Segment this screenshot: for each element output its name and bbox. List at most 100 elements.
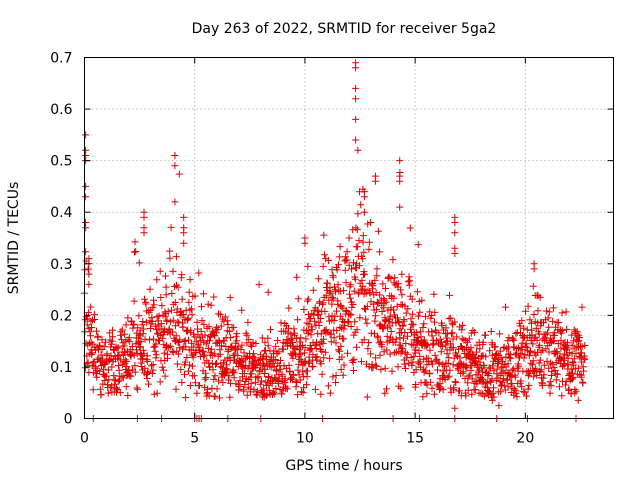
data-point [171, 299, 179, 306]
data-point [552, 376, 560, 384]
data-point [519, 388, 527, 396]
data-point [90, 311, 98, 319]
data-point [318, 370, 326, 378]
data-point [299, 368, 307, 376]
data-point [240, 370, 248, 377]
y-tick-label: 0.1 [50, 360, 72, 376]
data-point [296, 376, 304, 384]
data-point [363, 319, 371, 327]
data-point [92, 370, 100, 378]
data-point [189, 353, 197, 361]
data-point [142, 300, 150, 308]
data-point [364, 220, 372, 228]
data-point [530, 265, 538, 273]
data-point [438, 343, 446, 350]
data-point [318, 300, 326, 308]
data-point [359, 232, 367, 240]
data-point [353, 226, 361, 234]
data-point [261, 338, 269, 346]
data-point [522, 340, 530, 348]
data-point [352, 64, 360, 72]
data-point [533, 336, 541, 344]
data-point [175, 350, 183, 358]
data-point [139, 355, 147, 363]
data-point [400, 334, 407, 342]
data-point [421, 336, 429, 344]
data-point [558, 309, 566, 317]
data-point [277, 319, 285, 327]
data-point [305, 327, 313, 335]
data-point [144, 368, 152, 376]
data-point [292, 335, 300, 343]
data-point [371, 276, 379, 284]
data-point [546, 378, 554, 386]
data-point [150, 390, 158, 398]
data-point [544, 314, 552, 322]
data-point [125, 367, 133, 375]
data-point [341, 266, 349, 274]
data-point [119, 374, 127, 382]
data-point [528, 319, 535, 327]
data-point [205, 392, 213, 400]
data-point [503, 345, 511, 353]
data-point [123, 363, 131, 370]
data-point [179, 311, 187, 319]
data-point [464, 386, 472, 394]
data-point [345, 261, 353, 269]
data-point [304, 295, 312, 303]
data-point [392, 335, 400, 343]
data-point [121, 330, 129, 338]
data-point [540, 371, 548, 379]
data-point [155, 312, 163, 320]
data-point [518, 317, 526, 325]
data-point [380, 296, 388, 304]
data-point [345, 318, 353, 326]
data-point [546, 389, 554, 397]
data-point [438, 321, 446, 329]
data-point [327, 290, 335, 298]
data-point [332, 379, 340, 386]
data-point [127, 350, 135, 358]
data-point [166, 247, 174, 255]
data-point [195, 269, 203, 277]
data-point [216, 394, 223, 402]
data-point [443, 350, 451, 358]
data-point [355, 237, 363, 245]
data-point [233, 337, 241, 345]
data-point [291, 331, 299, 339]
data-point [373, 332, 381, 340]
data-point [140, 213, 148, 221]
data-point [301, 239, 309, 247]
data-point [313, 338, 321, 346]
data-point [89, 386, 97, 394]
data-point [337, 366, 345, 373]
data-point [131, 368, 139, 376]
data-point [311, 317, 319, 325]
data-point [135, 259, 143, 267]
data-point [512, 330, 520, 337]
data-point [391, 338, 399, 346]
data-point [117, 328, 125, 336]
data-point [537, 366, 545, 374]
data-point [168, 290, 176, 297]
data-point [330, 317, 338, 325]
data-point [238, 306, 246, 314]
data-point [474, 354, 482, 362]
data-point [515, 362, 523, 370]
data-point [162, 291, 170, 299]
data-point [363, 393, 371, 401]
data-point [174, 283, 182, 291]
data-point [252, 390, 260, 398]
data-point [430, 390, 438, 398]
data-point [387, 328, 395, 335]
data-point [139, 318, 147, 325]
data-point [167, 223, 175, 231]
data-point [181, 358, 189, 366]
data-point [319, 262, 327, 270]
data-point [298, 388, 305, 396]
data-point [219, 379, 227, 386]
data-point [518, 346, 526, 354]
data-point [394, 280, 402, 288]
data-point [193, 389, 201, 397]
data-point [396, 203, 404, 211]
